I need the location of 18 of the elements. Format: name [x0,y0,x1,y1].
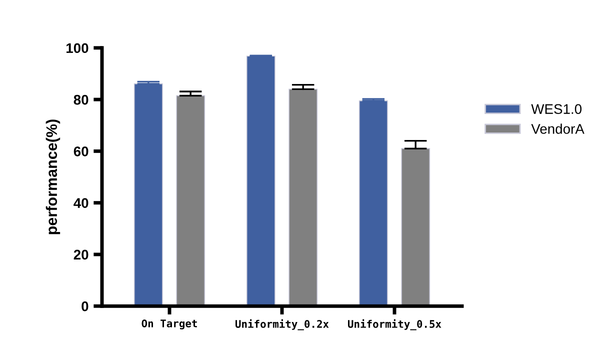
bar [358,100,388,306]
bar [401,148,430,306]
legend-label: VendorA [531,124,584,134]
y-tick-label: 100 [66,43,88,54]
y-tick-label: 80 [74,94,88,105]
x-tick-label: On Target [142,319,197,330]
y-tick-label: 40 [74,198,88,208]
y-tick-label: 60 [74,146,88,156]
x-tick-label: Uniformity_0.2x [236,319,329,330]
bar [246,56,276,306]
y-tick-label: 0 [82,301,88,312]
bar [288,88,318,306]
legend-label: WES1.0 [531,104,582,114]
y-tick-label: 20 [74,250,88,260]
bar [134,83,163,306]
bar [176,95,206,306]
y-axis-title: performance(%) [46,120,60,234]
x-tick-label: Uniformity_0.5x [348,319,442,330]
